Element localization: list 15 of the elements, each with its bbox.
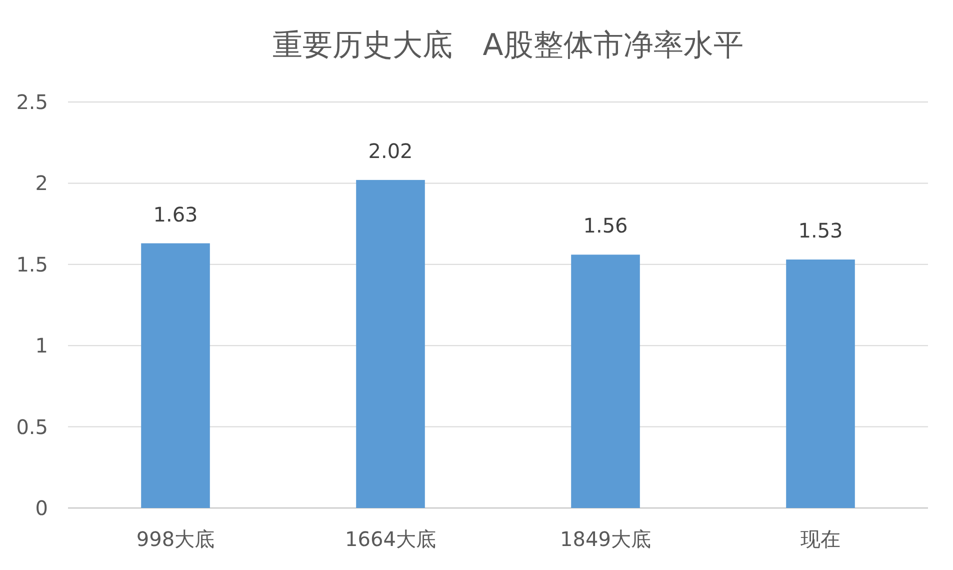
xtick: 998大底 <box>136 527 215 551</box>
data-label: 2.02 <box>368 138 413 163</box>
title: 重要历史大底 A股整体市净率水平 <box>272 28 744 63</box>
ytick: 1 <box>35 334 48 358</box>
xtick: 1849大底 <box>560 527 651 551</box>
ytick: 1.5 <box>16 252 48 276</box>
xtick: 1664大底 <box>345 527 436 551</box>
ytick: 2.5 <box>16 90 48 114</box>
data-label: 1.63 <box>153 202 198 226</box>
data-label: 1.53 <box>798 218 843 243</box>
data-label: 1.56 <box>583 214 628 238</box>
ytick: 0.5 <box>16 414 48 439</box>
ytick: 2 <box>35 171 48 196</box>
ytick: 0 <box>35 496 48 520</box>
xtick: 现在 <box>800 527 840 551</box>
